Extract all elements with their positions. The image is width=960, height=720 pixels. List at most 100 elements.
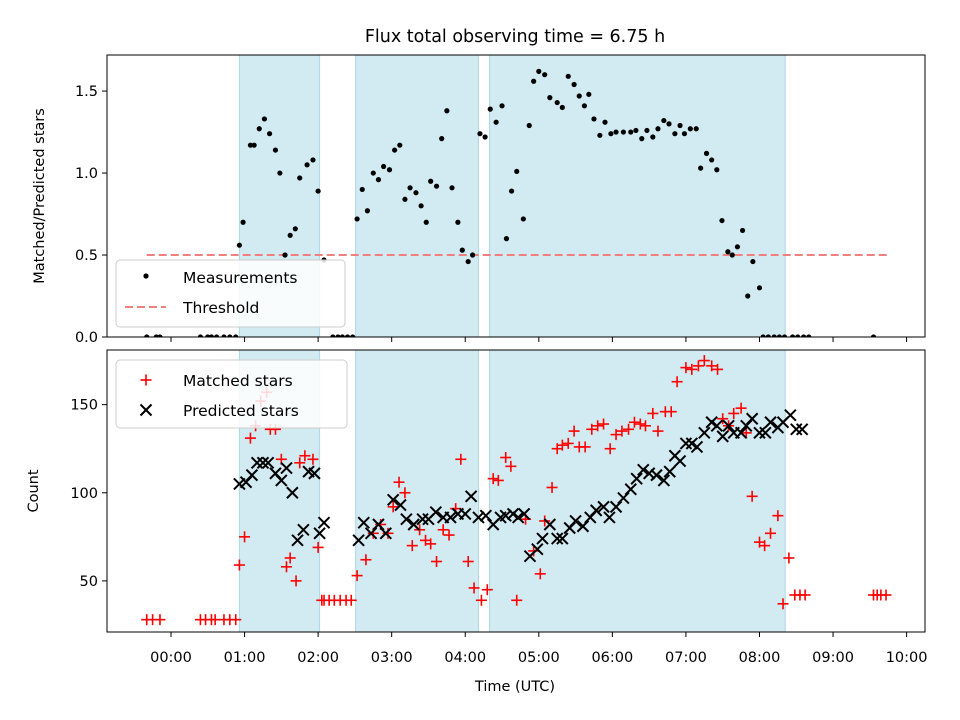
measurement-point bbox=[526, 122, 532, 129]
predicted-star-point bbox=[753, 426, 766, 440]
measurement-point bbox=[554, 99, 560, 106]
matched-star-point bbox=[500, 452, 512, 464]
matched-star-point bbox=[652, 425, 664, 437]
matched-star-point bbox=[546, 481, 558, 493]
measurement-point bbox=[439, 136, 445, 142]
predicted-star-point bbox=[459, 507, 472, 521]
measurement-point bbox=[477, 131, 483, 137]
measurement-point bbox=[672, 131, 678, 137]
measurement-point bbox=[503, 236, 510, 242]
predicted-star-point bbox=[275, 474, 288, 487]
predicted-star-point bbox=[286, 486, 299, 499]
measurement-point bbox=[789, 334, 796, 337]
bottom-legend: Matched stars Predicted stars bbox=[115, 359, 348, 429]
predicted-star-point bbox=[745, 412, 759, 425]
measurement-point bbox=[531, 78, 537, 84]
legend-measurements-marker bbox=[143, 273, 149, 279]
measurement-point bbox=[418, 203, 424, 209]
predicted-star-point bbox=[795, 423, 809, 436]
legend-box bbox=[115, 259, 346, 328]
matched-star-point bbox=[628, 416, 640, 428]
measurement-point bbox=[709, 157, 715, 163]
x-tick-label: 00:00 bbox=[150, 650, 192, 666]
measurement-point bbox=[693, 126, 699, 132]
measurement-point bbox=[247, 142, 254, 148]
measurement-point bbox=[392, 147, 398, 153]
predicted-star-point bbox=[499, 509, 512, 522]
measurement-point bbox=[687, 126, 693, 132]
measurement-point bbox=[750, 258, 756, 265]
top-legend: Measurements Threshold bbox=[115, 259, 346, 328]
matched-star-point bbox=[698, 355, 710, 367]
matched-star-point bbox=[665, 406, 677, 418]
top-plot-area bbox=[144, 0, 889, 337]
top-panel: 0.0 0.5 1.0 1.5 Matched/Predicted stars Measu… bbox=[32, 0, 926, 346]
measurement-point bbox=[272, 147, 279, 153]
predicted-star-point bbox=[317, 516, 331, 529]
predicted-star-point bbox=[394, 498, 407, 512]
measurement-point bbox=[878, 0, 883, 3]
measurement-point bbox=[745, 293, 751, 299]
predicted-star-point bbox=[531, 542, 544, 556]
predicted-star-point bbox=[576, 520, 590, 533]
measurement-point bbox=[776, 334, 782, 337]
measurement-point bbox=[608, 131, 614, 137]
matched-star-point bbox=[772, 510, 784, 522]
measurement-point bbox=[344, 334, 351, 337]
legend-box bbox=[115, 359, 348, 429]
measurement-point bbox=[620, 129, 626, 135]
measurement-point bbox=[339, 334, 345, 337]
predicted-star-point bbox=[313, 527, 326, 540]
measurement-point bbox=[870, 334, 877, 337]
predicted-star-point bbox=[657, 474, 671, 487]
predicted-star-point bbox=[517, 507, 531, 521]
measurement-point bbox=[613, 129, 619, 135]
predicted-star-point bbox=[609, 500, 623, 514]
matched-star-point bbox=[475, 594, 487, 606]
predicted-star-point bbox=[734, 426, 748, 440]
measurement-point bbox=[681, 131, 688, 137]
measurement-point bbox=[469, 252, 476, 258]
measurement-point bbox=[287, 232, 293, 238]
measurement-point bbox=[221, 334, 227, 337]
predicted-star-point bbox=[624, 483, 637, 496]
matched-star-point bbox=[244, 432, 256, 444]
measurement-point bbox=[597, 132, 603, 138]
y-tick-label: 100 bbox=[70, 486, 98, 502]
predicted-star-point bbox=[569, 514, 582, 528]
matched-star-point bbox=[290, 575, 302, 587]
measurement-point bbox=[397, 142, 403, 148]
measurement-point bbox=[413, 190, 419, 196]
x-tick-label: 04:00 bbox=[444, 650, 486, 666]
x-tick-label: 08:00 bbox=[739, 650, 781, 666]
measurement-point bbox=[547, 95, 553, 101]
y-tick-label: 150 bbox=[70, 398, 98, 414]
measurement-point bbox=[370, 170, 376, 176]
matched-star-point bbox=[880, 589, 892, 601]
matched-star-point bbox=[586, 423, 598, 435]
legend-matched-label: Matched stars bbox=[183, 372, 293, 390]
predicted-star-point bbox=[589, 504, 603, 517]
matched-star-point bbox=[539, 515, 551, 527]
measurement-point bbox=[602, 119, 608, 125]
matched-star-point bbox=[387, 501, 399, 513]
predicted-star-point bbox=[479, 509, 493, 522]
predicted-star-point bbox=[710, 419, 724, 432]
measurement-point bbox=[423, 219, 429, 225]
measurement-point bbox=[386, 167, 393, 173]
matched-star-point bbox=[634, 418, 646, 430]
matched-star-point bbox=[437, 524, 449, 536]
matched-star-point bbox=[712, 363, 724, 375]
predicted-star-point bbox=[536, 532, 549, 545]
matched-star-point bbox=[623, 423, 635, 435]
matched-star-point bbox=[393, 476, 405, 488]
matched-star-point bbox=[284, 552, 296, 564]
matched-star-point bbox=[592, 420, 604, 432]
matched-star-point bbox=[455, 453, 467, 465]
bottom-axes-frame bbox=[106, 349, 926, 633]
measurement-point bbox=[644, 127, 650, 134]
measurement-point bbox=[756, 285, 763, 291]
x-tick-label: 07:00 bbox=[665, 650, 707, 666]
predicted-star-point bbox=[511, 511, 525, 524]
predicted-star-point bbox=[722, 419, 735, 432]
